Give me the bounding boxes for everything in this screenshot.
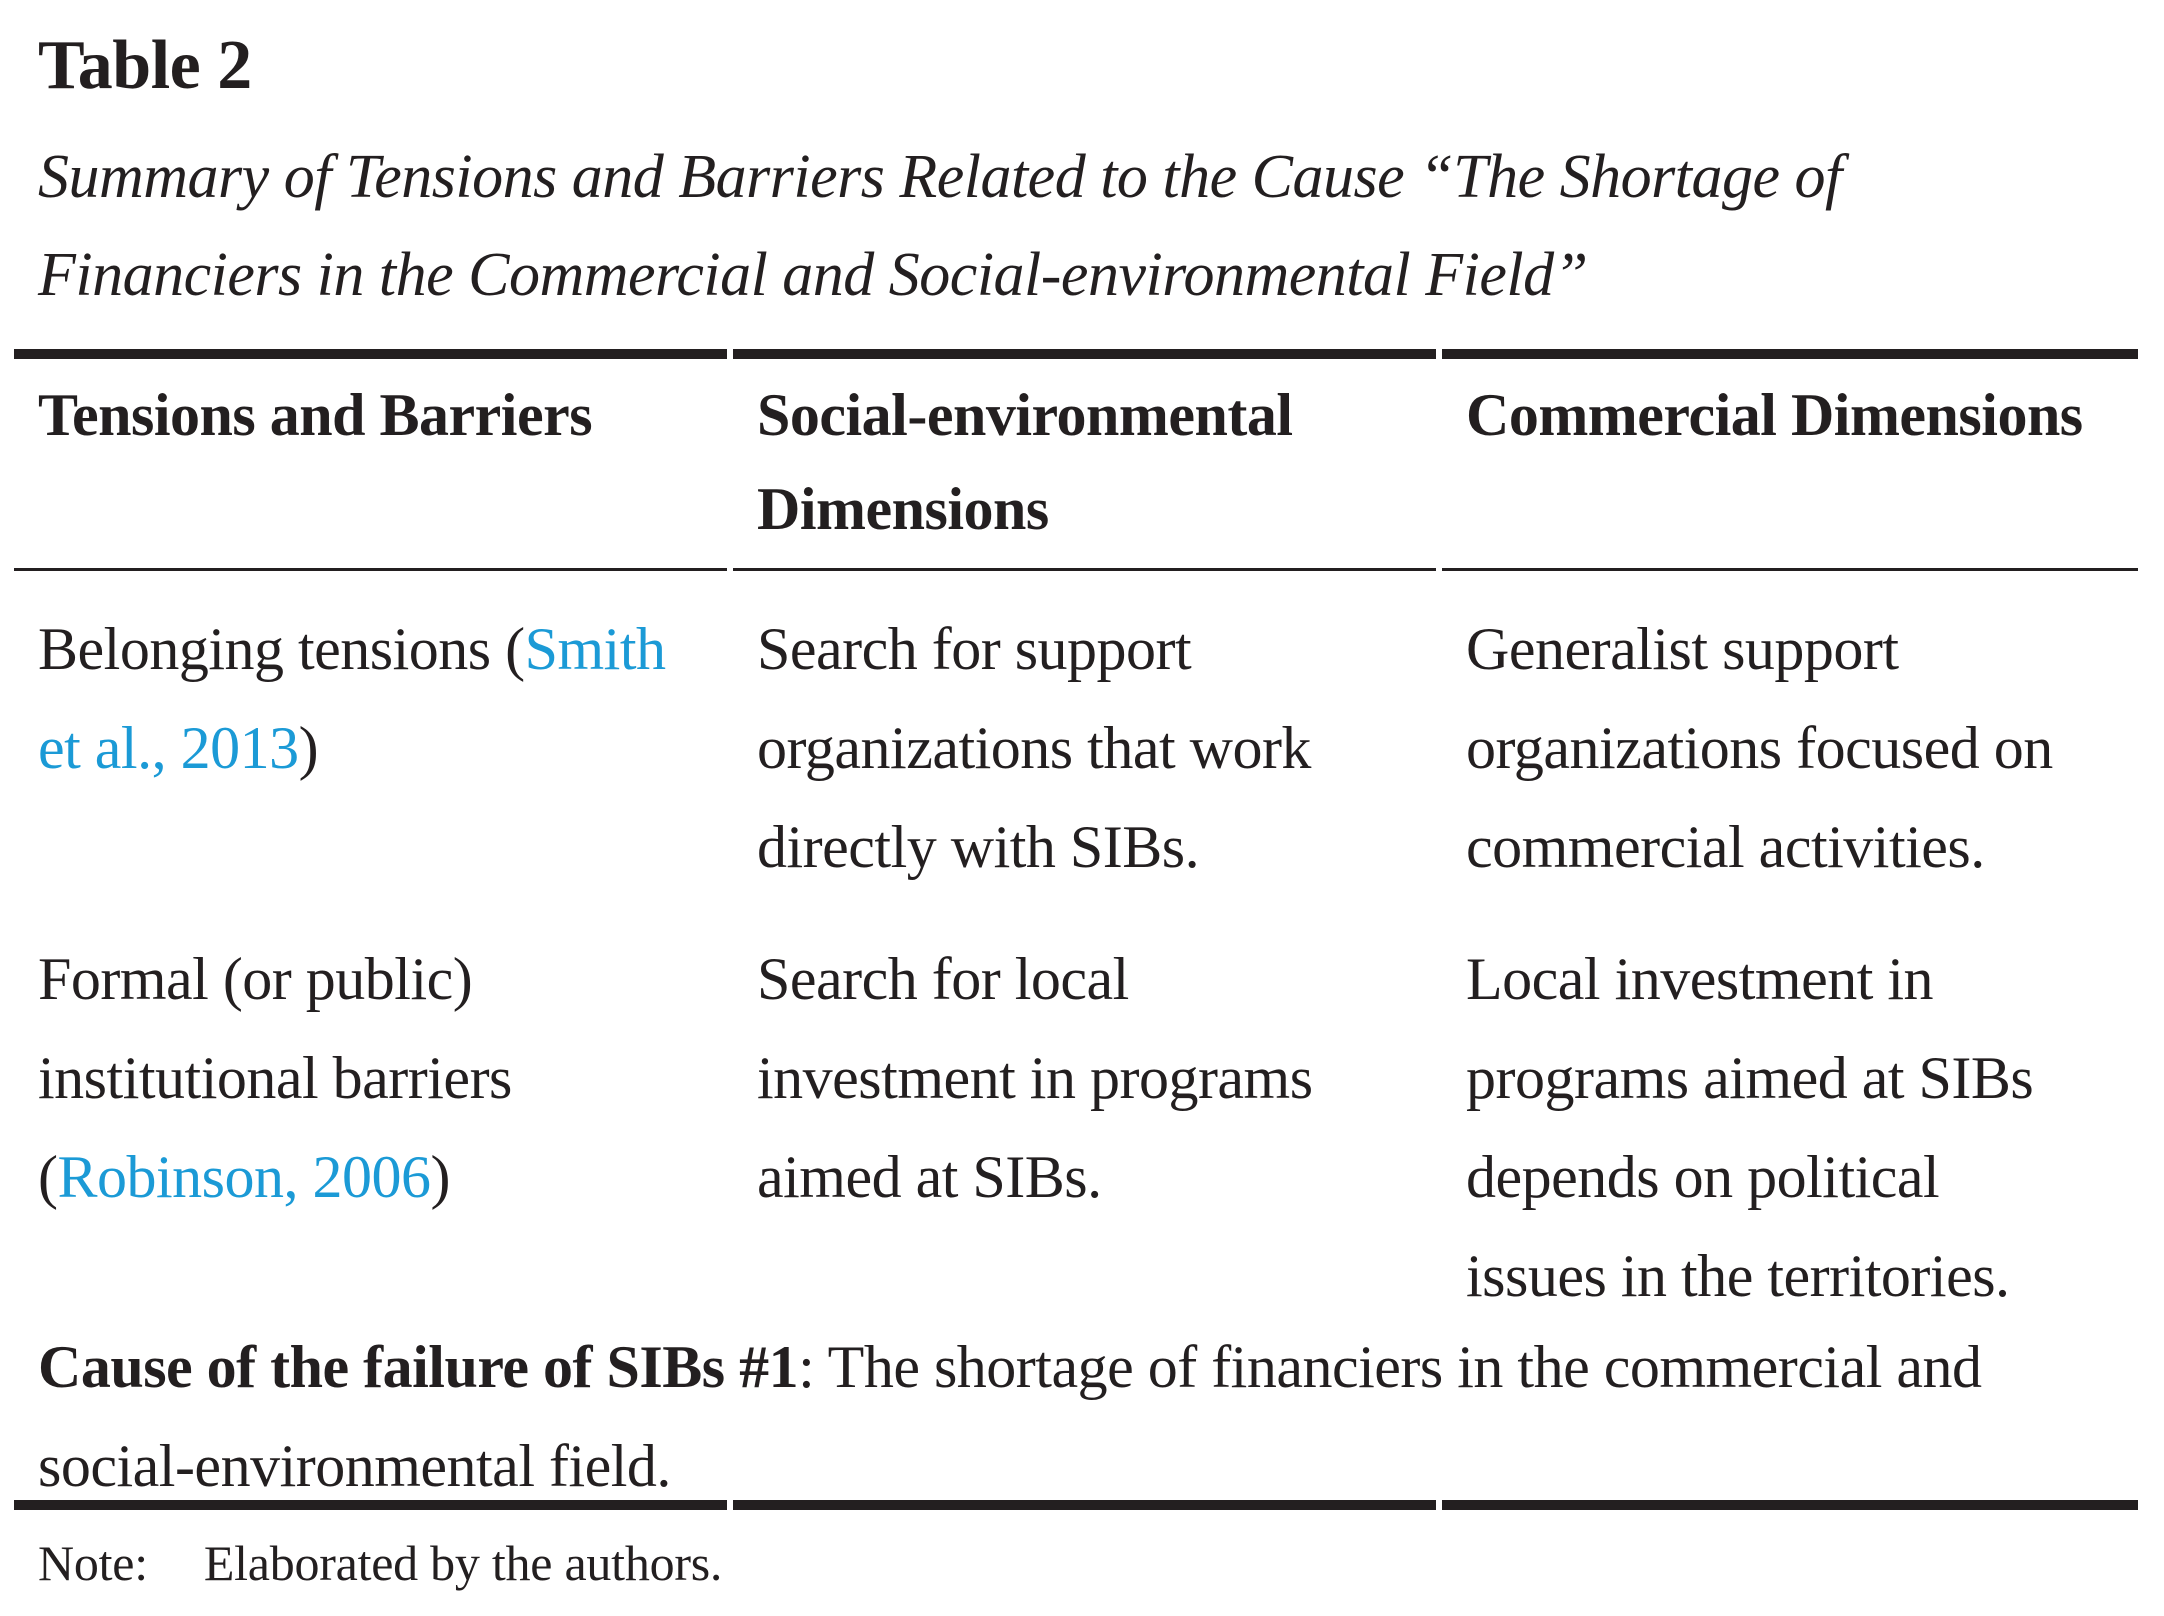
citation-link-robinson-2006[interactable]: Robinson, 2006 xyxy=(57,1144,431,1210)
cell-social-dimension: Search for support organizations that wo… xyxy=(757,616,1311,880)
table-caption: Summary of Tensions and Barriers Related… xyxy=(38,143,1842,309)
note-text: Elaborated by the authors. xyxy=(203,1535,723,1591)
cause-summary: Cause of the failure of SIBs #1: The sho… xyxy=(14,1318,2124,1516)
table-bottom-rule xyxy=(14,1500,2138,1510)
table-row-formal-institutional-barriers: Formal (or public) institutional barrier… xyxy=(14,930,2138,1326)
column-header-social-environmental-dimensions: Social-environmental Dimensions xyxy=(757,382,1293,542)
note-label: Note: xyxy=(38,1535,148,1591)
table-top-rule xyxy=(14,349,2138,359)
table-header-row: Tensions and Barriers Social-environment… xyxy=(14,368,2138,556)
tension-text: Belonging tensions ( xyxy=(38,616,525,682)
table-row-belonging-tensions: Belonging tensions (Smith et al., 2013) … xyxy=(14,600,2138,897)
cell-commercial-dimension: Local investment in programs aimed at SI… xyxy=(1466,946,2034,1309)
cell-tension-belonging: Belonging tensions (Smith et al., 2013) xyxy=(14,600,727,897)
table-label: Table 2 xyxy=(38,27,252,104)
citation-link-smith-2013[interactable]: Smith et al., 2013 xyxy=(38,616,666,781)
cell-social-dimension: Search for local investment in programs … xyxy=(757,946,1313,1210)
tension-text-suffix: ) xyxy=(430,1144,451,1210)
tension-text: Formal (or public) institutional barrier… xyxy=(38,946,512,1210)
cell-tension-formal-barriers: Formal (or public) institutional barrier… xyxy=(14,930,727,1326)
cell-commercial-dimension: Generalist support organizations focused… xyxy=(1466,616,2053,880)
column-header-commercial-dimensions: Commercial Dimensions xyxy=(1466,382,2083,448)
cause-summary-lead: Cause of the failure of SIBs #1 xyxy=(38,1334,799,1400)
table-note: Note: Elaborated by the authors. xyxy=(38,1532,722,1594)
cause-summary-text: : The shortage of financiers in the comm… xyxy=(38,1334,1982,1499)
table-header-divider-rule xyxy=(14,568,2138,571)
tension-text-suffix: ) xyxy=(298,715,319,781)
column-header-tensions-and-barriers: Tensions and Barriers xyxy=(38,382,593,448)
